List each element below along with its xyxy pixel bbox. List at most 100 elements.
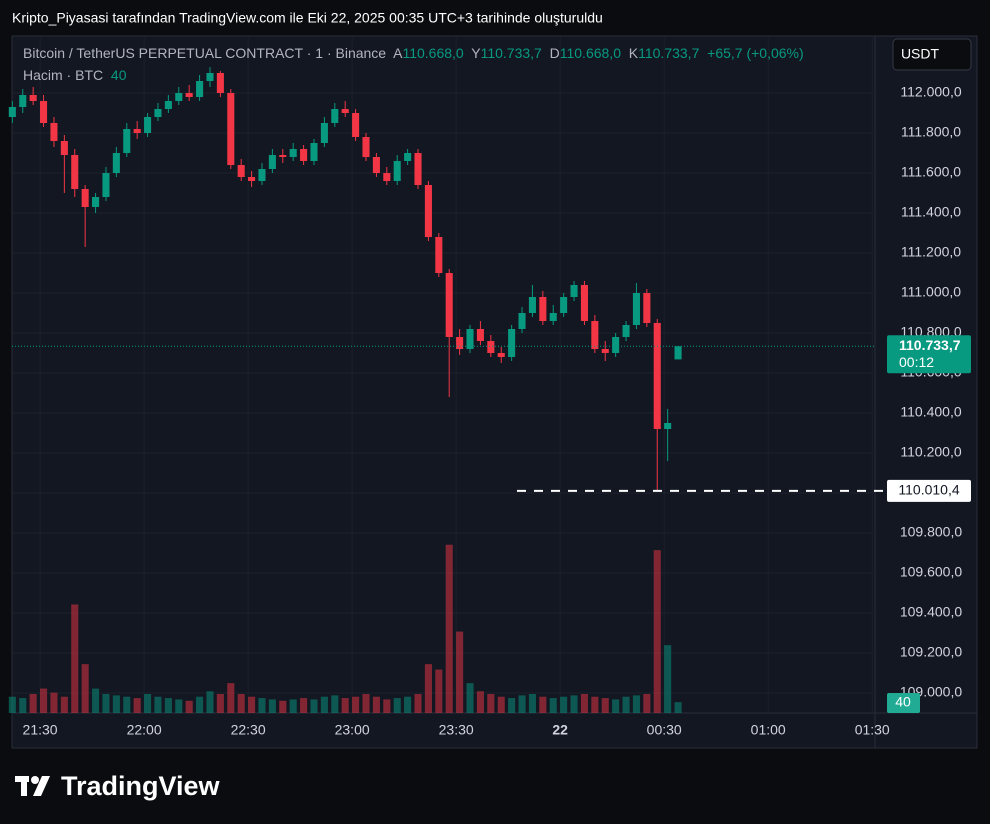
candle-body (81, 189, 89, 207)
ohlc-label: K (628, 45, 639, 61)
currency-button-label[interactable]: USDT (901, 46, 940, 62)
candle-body (393, 161, 401, 181)
volume-label: Hacim · BTC (23, 67, 104, 83)
y-tick-label: 109.800,0 (900, 524, 962, 540)
volume-bar (331, 695, 339, 713)
volume-tag-label: 40 (895, 694, 911, 710)
volume-bar (518, 695, 526, 713)
volume-bar (352, 696, 360, 713)
candle-body (268, 155, 276, 169)
candle-body (50, 123, 58, 141)
volume-bar (123, 696, 131, 713)
volume-bar (279, 700, 287, 713)
low-tag (887, 479, 971, 502)
candle-body (560, 297, 568, 313)
candle-body (102, 173, 110, 197)
logo-text: TradingView (61, 771, 221, 801)
grid: 112.000,0 111.800,0 111.600,0 111.400,0 111.… (12, 36, 962, 738)
candle-body (643, 293, 651, 323)
candle-body (279, 155, 287, 157)
volume-bar (144, 694, 152, 713)
candle-body (237, 165, 245, 177)
volume-bar (29, 694, 37, 713)
volume-bar (185, 700, 193, 713)
candle-body (622, 325, 630, 337)
volume-bar (414, 694, 422, 713)
volume-bar (164, 698, 172, 713)
candle-body (476, 329, 484, 341)
volume-bar (372, 696, 380, 713)
candle-body (154, 109, 162, 117)
candle-body (414, 153, 422, 185)
candle-body (320, 123, 328, 143)
candle-body (466, 329, 474, 349)
volume-bar (612, 699, 620, 713)
volume-bar (528, 694, 536, 713)
volume-bar (632, 695, 640, 713)
candle-body (580, 285, 588, 321)
candle-body (227, 93, 235, 165)
ohlc-value: 110.733,7 (480, 45, 542, 61)
candle-body (185, 93, 193, 97)
ohlc-value: 110.668,0 (559, 45, 621, 61)
candle-body (123, 129, 131, 153)
volume-bar (435, 669, 443, 713)
volume-bar (71, 604, 79, 713)
volume-bar (268, 699, 276, 713)
candle-body (112, 153, 120, 173)
candle-body (664, 423, 672, 429)
candle-body (445, 273, 453, 337)
volume-bar (383, 699, 391, 713)
volume-legend: Hacim · BTC 40 (23, 67, 126, 83)
volume-bar (570, 695, 578, 713)
tags: 110.733,700:12 110.010,4 40 (12, 335, 971, 713)
volume-bar (310, 699, 318, 713)
x-tick-label: 23:00 (335, 722, 370, 738)
logo-mark (31, 776, 39, 784)
candle-body (601, 349, 609, 353)
volume-bar (393, 698, 401, 713)
candle-body (206, 73, 214, 81)
y-tick-label: 111.000,0 (901, 284, 961, 300)
candle-body (653, 323, 661, 429)
volume-bar (539, 696, 547, 713)
volume-bar (466, 683, 474, 713)
y-tick-label: 111.200,0 (901, 244, 961, 260)
volume-bar (289, 699, 297, 713)
y-tick-label: 109.600,0 (900, 564, 962, 580)
countdown: 00:12 (899, 354, 934, 370)
candle-body (331, 109, 339, 123)
price-tag-label: 110.733,7 (899, 337, 961, 353)
candle-body (289, 149, 297, 157)
volume-bar (8, 696, 16, 713)
volume-bar (560, 696, 568, 713)
candle-body (404, 153, 412, 161)
volume-bar (674, 702, 682, 713)
volume-bar (248, 696, 256, 713)
candle-body (632, 293, 640, 325)
volume-bar (206, 691, 214, 713)
volume-bar (81, 664, 89, 713)
candle-body (352, 113, 360, 137)
x-tick-label: 21:30 (23, 722, 58, 738)
candle-body (435, 237, 443, 273)
x-tick-label: 22:00 (127, 722, 162, 738)
x-tick-label: 01:30 (855, 722, 890, 738)
ohlc-value: 110.668,0 (402, 45, 464, 61)
candle-body (40, 101, 48, 123)
volume-bar (92, 688, 100, 713)
candle-body (456, 337, 464, 349)
volume-bar (102, 694, 110, 713)
candle-body (341, 109, 349, 113)
legend: Bitcoin / TetherUS PERPETUAL CONTRACT · … (23, 45, 804, 61)
currency-button[interactable] (892, 38, 972, 71)
price-tag (887, 335, 971, 374)
volume-bar (112, 695, 120, 713)
volume-bar (580, 694, 588, 713)
candle-body (300, 149, 308, 161)
y-tick-label: 110.400,0 (900, 404, 961, 420)
candle-body (29, 95, 37, 101)
chart-panel (11, 35, 978, 749)
volume-bar (622, 696, 630, 713)
